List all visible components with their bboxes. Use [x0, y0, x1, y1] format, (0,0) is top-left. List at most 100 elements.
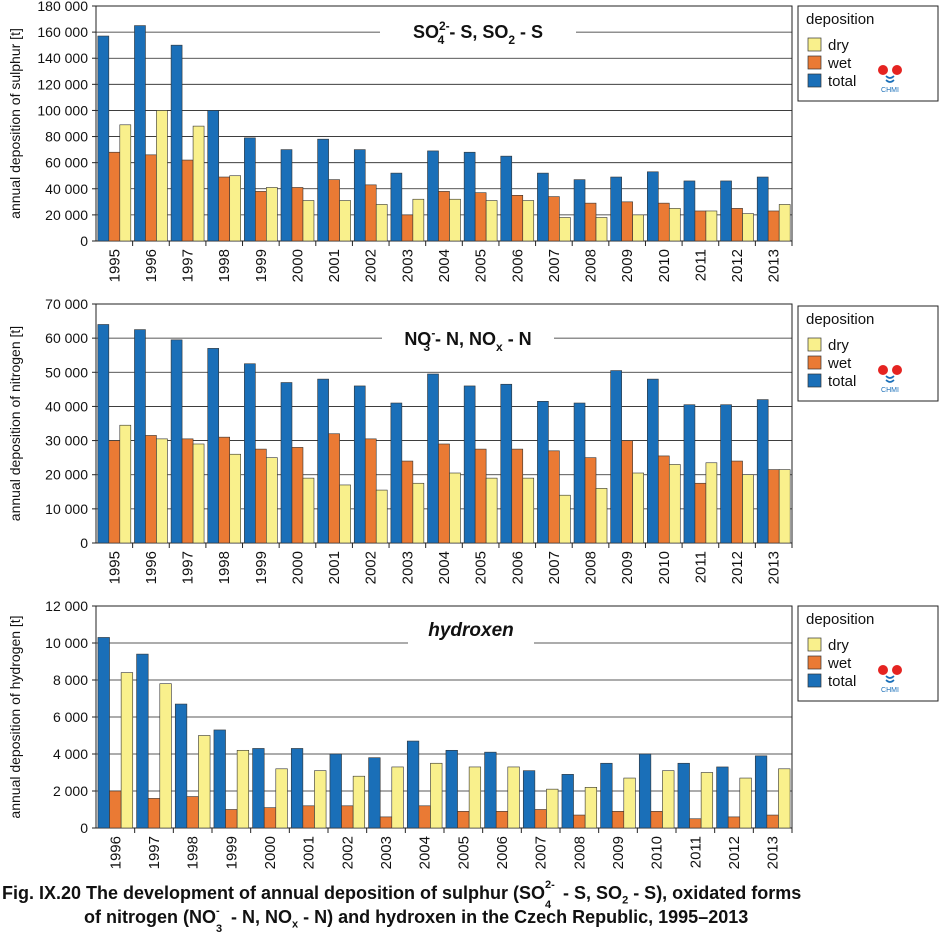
y-tick-label: 10 000	[45, 501, 88, 517]
bar-wet	[766, 814, 779, 829]
bar-total	[317, 138, 329, 242]
bar-total	[353, 385, 366, 544]
bar-dry	[275, 768, 288, 829]
bar-total	[720, 404, 732, 544]
legend-label-dry: dry	[828, 37, 849, 54]
bar-total	[390, 402, 403, 544]
bar-total	[638, 753, 652, 829]
x-tick-label: 2001	[326, 551, 343, 584]
bar-total	[252, 748, 265, 829]
y-tick-label: 4 000	[53, 746, 88, 762]
bar-dry	[595, 488, 608, 544]
bar-wet	[689, 818, 702, 829]
bar-dry	[668, 208, 681, 242]
x-tick-label: 2007	[546, 249, 563, 282]
title-text: - S, SO	[444, 22, 508, 42]
caption-text: - S, SO	[558, 883, 623, 903]
x-tick-label: 2010	[656, 249, 673, 282]
bar-total	[754, 755, 768, 829]
bar-total	[390, 172, 403, 242]
title-superscript: 2-	[439, 19, 450, 33]
x-tick-label: 1995	[106, 551, 123, 584]
bar-wet	[573, 814, 586, 829]
x-tick-label: 2005	[473, 249, 490, 282]
x-tick-label: 1995	[106, 249, 123, 282]
bar-dry	[449, 198, 461, 242]
x-tick-label: 2010	[649, 836, 666, 869]
bar-total	[522, 770, 536, 829]
y-axis-label: annual deposition of hydrogen [t]	[7, 615, 23, 818]
bar-wet	[694, 482, 707, 544]
bar-wet	[291, 447, 304, 544]
bar-total	[716, 766, 729, 829]
y-tick-label: 20 000	[45, 467, 88, 483]
bar-dry	[159, 683, 172, 829]
bar-total	[170, 339, 183, 544]
bar-dry	[119, 124, 132, 242]
y-axis-label: annual deposition of sulphur [t]	[7, 28, 23, 219]
y-tick-label: 40 000	[45, 181, 88, 197]
bar-wet	[328, 179, 340, 242]
y-tick-label: 100 000	[37, 102, 88, 118]
bar-dry	[412, 482, 425, 544]
bar-total	[329, 753, 342, 829]
chmi-logo: CHMI	[878, 65, 902, 94]
x-tick-label: 1999	[223, 836, 240, 869]
bar-dry	[632, 472, 644, 544]
title-background	[380, 18, 576, 46]
bar-total	[244, 363, 256, 544]
title-text: - N	[503, 329, 532, 349]
y-tick-label: 6 000	[53, 709, 88, 725]
bar-dry	[302, 200, 315, 242]
chart-title: NO-3 - N, NOx - N	[404, 326, 531, 354]
logo-dot-red	[878, 665, 888, 675]
bar-wet	[225, 809, 238, 829]
x-tick-label: 1998	[216, 551, 233, 584]
logo-dot-red	[892, 65, 902, 75]
x-tick-label: 1996	[143, 249, 160, 282]
legend-title: deposition	[806, 311, 874, 328]
legend-swatch-dry	[807, 337, 822, 352]
bar-dry	[485, 200, 498, 242]
title-text: - N, NO	[430, 329, 496, 349]
bar-dry	[778, 204, 791, 242]
bar-dry	[742, 474, 754, 544]
bar-dry	[229, 175, 241, 242]
bar-total	[134, 329, 146, 544]
bar-dry	[662, 770, 675, 829]
bar-wet	[364, 184, 377, 242]
bar-total	[600, 762, 613, 829]
y-tick-label: 8 000	[53, 672, 88, 688]
title-text: - S	[515, 22, 543, 42]
bar-total	[683, 180, 696, 242]
bar-dry	[632, 214, 644, 242]
bar-total	[97, 637, 110, 829]
bar-wet	[511, 195, 524, 242]
y-tick-label: 12 000	[45, 598, 88, 614]
bar-wet	[548, 450, 560, 544]
bar-wet	[727, 816, 741, 829]
bar-dry	[742, 213, 754, 242]
bar-dry	[314, 770, 327, 829]
bar-total	[406, 740, 420, 829]
bar-total	[317, 378, 329, 544]
bar-total	[610, 176, 622, 242]
bar-wet	[731, 208, 743, 242]
bar-wet	[181, 438, 194, 544]
bar-wet	[263, 807, 277, 829]
caption-line-1: Fig. IX.20 The development of annual dep…	[2, 879, 802, 911]
y-tick-label: 120 000	[37, 76, 88, 92]
bar-dry	[559, 494, 571, 544]
bar-total	[500, 383, 513, 544]
x-tick-label: 2009	[619, 249, 636, 282]
bar-dry	[229, 453, 241, 544]
bar-total	[677, 762, 690, 829]
bar-total	[537, 401, 549, 544]
bar-total	[720, 180, 732, 242]
logo-dot-red	[878, 65, 888, 75]
logo-wave	[885, 375, 895, 379]
x-tick-label: 2011	[687, 836, 704, 868]
caption-text: of nitrogen (NO	[84, 907, 216, 927]
bar-total	[573, 402, 586, 544]
y-tick-label: 2 000	[53, 783, 88, 799]
